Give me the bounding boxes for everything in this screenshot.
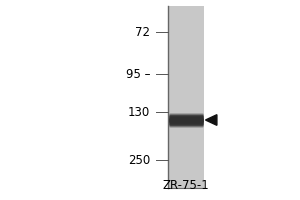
Text: 72: 72	[135, 25, 150, 38]
Bar	[168, 6, 204, 188]
Text: 250: 250	[128, 154, 150, 166]
Text: ZR-75-1: ZR-75-1	[163, 179, 209, 192]
Polygon shape	[206, 115, 217, 125]
Text: 130: 130	[128, 106, 150, 118]
Text: 95 –: 95 –	[125, 68, 150, 80]
